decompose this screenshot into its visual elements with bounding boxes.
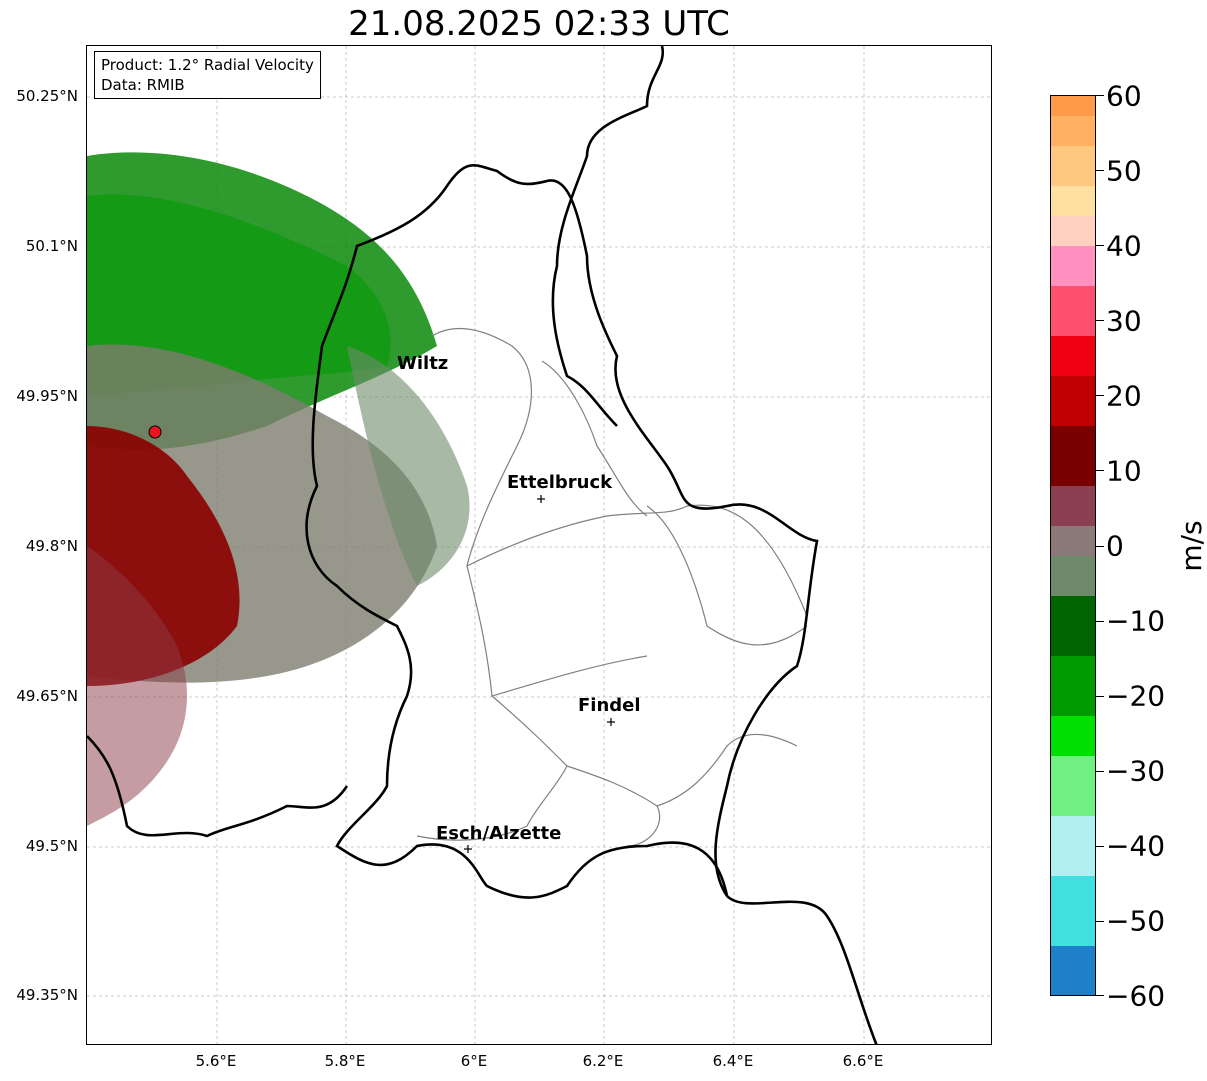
- colorbar-tick-label: 10: [1106, 454, 1142, 488]
- city-label-findel: Findel: [578, 695, 641, 716]
- colorbar-tick-label: 40: [1106, 229, 1142, 263]
- data-source-label: Data: RMIB: [101, 76, 185, 94]
- velocity-colorbar: [1050, 95, 1096, 996]
- lat-label: 49.35°N: [16, 986, 78, 1004]
- map-canvas: Wiltz Ettelbruck Findel Esch/Alzette: [87, 46, 991, 1044]
- colorbar-tick-label: 0: [1106, 529, 1124, 563]
- colorbar-tick-label: 30: [1106, 304, 1142, 338]
- colorbar-tick-label: 50: [1106, 154, 1142, 188]
- map-title: 21.08.2025 02:33 UTC: [348, 4, 730, 44]
- lon-label: 5.8°E: [324, 1052, 366, 1070]
- colorbar-tick-label: 20: [1106, 379, 1142, 413]
- colorbar-unit-label: m/s: [1175, 520, 1207, 572]
- radar-site-marker[interactable]: [148, 425, 162, 439]
- product-info-box: Product: 1.2° Radial Velocity Data: RMIB: [94, 51, 321, 99]
- colorbar-tick-label: −60: [1106, 979, 1166, 1013]
- lat-label: 50.1°N: [25, 237, 78, 255]
- lat-label: 50.25°N: [16, 87, 78, 105]
- lat-label: 49.5°N: [25, 837, 78, 855]
- colorbar-tick-label: 60: [1106, 79, 1142, 113]
- lat-label: 49.65°N: [16, 687, 78, 705]
- city-label-wiltz: Wiltz: [397, 353, 448, 374]
- country-borders: [87, 46, 878, 1044]
- city-label-esch-alzette: Esch/Alzette: [436, 823, 561, 844]
- colorbar-tick-label: −10: [1106, 604, 1166, 638]
- colorbar-tick-label: −50: [1106, 904, 1166, 938]
- city-markers: [464, 495, 615, 853]
- city-label-ettelbruck: Ettelbruck: [507, 472, 613, 493]
- lat-label: 49.8°N: [25, 537, 78, 555]
- product-label: Product: 1.2° Radial Velocity: [101, 56, 314, 74]
- lon-label: 6.6°E: [842, 1052, 884, 1070]
- radar-map[interactable]: Wiltz Ettelbruck Findel Esch/Alzette: [86, 45, 992, 1045]
- colorbar-tick-label: −40: [1106, 829, 1166, 863]
- lon-label: 6°E: [460, 1052, 488, 1070]
- lat-label: 49.95°N: [16, 387, 78, 405]
- canton-borders: [416, 328, 808, 847]
- lon-label: 6.2°E: [582, 1052, 624, 1070]
- lon-label: 5.6°E: [195, 1052, 237, 1070]
- colorbar-tick-label: −20: [1106, 679, 1166, 713]
- city-labels: Wiltz Ettelbruck Findel Esch/Alzette: [397, 353, 641, 844]
- lon-label: 6.4°E: [712, 1052, 754, 1070]
- colorbar-tick-label: −30: [1106, 754, 1166, 788]
- radar-echoes: [87, 152, 470, 826]
